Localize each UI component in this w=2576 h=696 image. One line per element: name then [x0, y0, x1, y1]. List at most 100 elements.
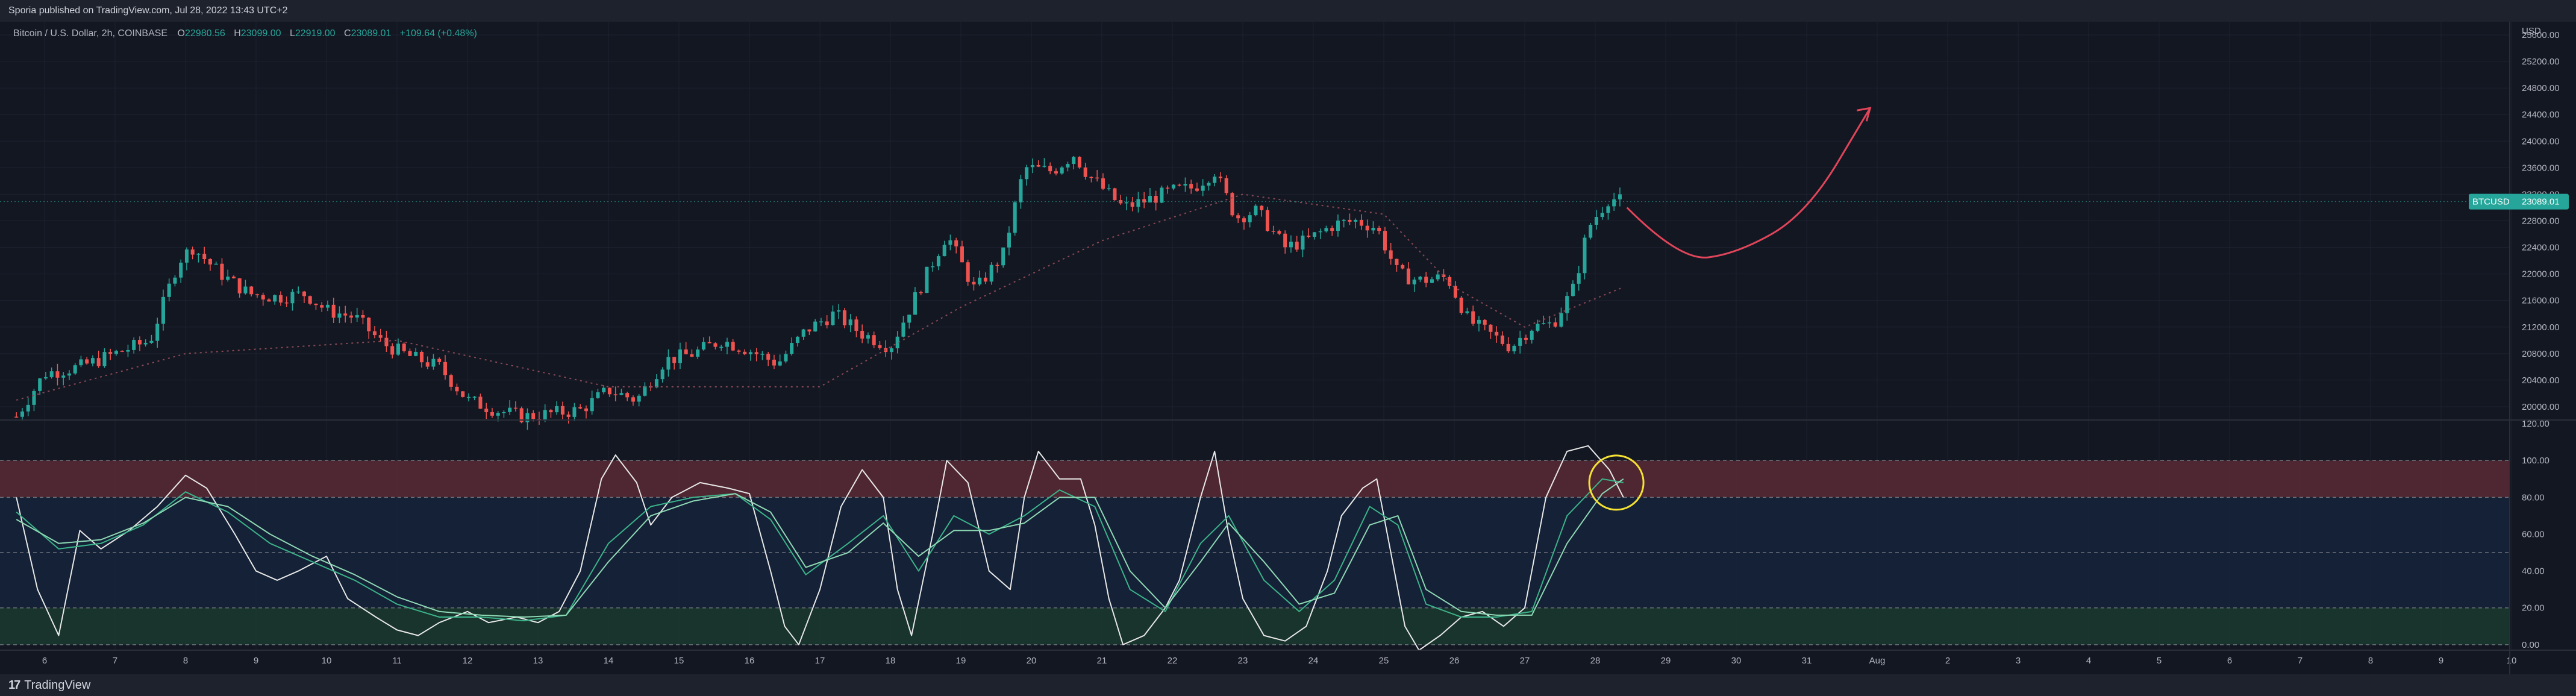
price-badge-value: 23089.01 [2522, 197, 2560, 207]
candle-body [790, 343, 794, 354]
time-tick-label: 25 [1379, 656, 1389, 666]
candle-body [361, 315, 365, 318]
candle-body [707, 342, 711, 343]
candle-body [1101, 178, 1105, 189]
candle-body [1401, 265, 1405, 269]
candle-body [1301, 235, 1305, 250]
candle-body [1048, 166, 1052, 172]
osc-tick-label: 20.00 [2522, 603, 2545, 613]
candle-body [972, 281, 976, 285]
candle-body [267, 299, 271, 302]
projection-curve[interactable] [1626, 107, 1871, 259]
chart-area[interactable]: 25600.0025200.0024800.0024400.0024000.00… [0, 22, 2576, 674]
candle-body [1506, 343, 1510, 352]
candle-body [1060, 167, 1064, 174]
time-tick-label: 19 [956, 656, 966, 666]
candle-body [531, 413, 536, 419]
time-tick-label: 4 [2086, 656, 2091, 666]
brand-name: TradingView [24, 678, 91, 692]
candle-body [1583, 237, 1587, 274]
candle-body [1089, 177, 1093, 178]
osc-tick-label: 100.00 [2522, 456, 2549, 466]
candle-body [261, 295, 265, 299]
candle-body [907, 315, 911, 323]
candle-body [390, 346, 395, 355]
candle-body [666, 357, 671, 370]
candle-body [443, 362, 447, 375]
candle-body [1395, 259, 1399, 265]
candle-body [55, 371, 60, 378]
candle-body [1107, 188, 1111, 189]
candle-body [308, 296, 312, 304]
candle-body [1283, 233, 1287, 248]
tradingview-logo[interactable]: 17 TradingView [8, 679, 90, 692]
candle-body [255, 294, 259, 295]
candle-body [1336, 221, 1340, 231]
time-tick-label: 5 [2157, 656, 2162, 666]
time-tick-label: 9 [254, 656, 258, 666]
candle-body [43, 377, 48, 379]
publish-info: Sporia published on TradingView.com, Jul… [8, 5, 288, 16]
time-tick-label: 26 [1449, 656, 1460, 666]
candle-body [1030, 165, 1034, 168]
candle-body [1565, 296, 1569, 313]
candle-body [1571, 283, 1575, 296]
annotation-circle[interactable] [1588, 454, 1645, 511]
oscillator-bands [0, 460, 2510, 645]
candle-body [572, 407, 577, 417]
candle-body [231, 277, 236, 278]
time-tick-label: 24 [1308, 656, 1319, 666]
legend[interactable]: Bitcoin / U.S. Dollar, 2h, COINBASE O229… [13, 28, 477, 39]
publish-header: Sporia published on TradingView.com, Jul… [0, 0, 2576, 22]
time-tick-label: 16 [745, 656, 755, 666]
candle-body [208, 259, 212, 265]
candle-body [214, 263, 218, 265]
candle-body [302, 291, 306, 296]
candle-body [860, 330, 864, 339]
candle-body [1007, 233, 1011, 248]
candle-body [1612, 199, 1616, 207]
candle-body [378, 335, 383, 338]
candle-body [754, 352, 758, 354]
legend-high: 23099.00 [241, 28, 281, 39]
candle-body [613, 394, 617, 395]
candle-body [466, 397, 470, 398]
candle-body [226, 277, 230, 280]
candle-body [654, 379, 658, 388]
candle-body [1236, 215, 1240, 219]
candle-body [848, 319, 852, 325]
candle-body [384, 337, 389, 346]
price-badge-box [2469, 193, 2569, 210]
candle-body [472, 397, 477, 398]
candle-body [889, 348, 893, 353]
candle-body [1124, 202, 1128, 204]
candle-body [220, 263, 224, 280]
candle-body [807, 329, 811, 332]
candle-body [584, 408, 588, 412]
candle-body [1406, 268, 1410, 284]
candle-body [478, 397, 483, 409]
candle-body [1477, 319, 1481, 324]
candle-body [1500, 335, 1504, 344]
price-tick-label: 22400.00 [2522, 243, 2560, 253]
candle-body [325, 304, 330, 308]
currency-label: USD [2522, 26, 2541, 36]
candle-body [126, 350, 130, 352]
candle-body [813, 321, 818, 332]
osc-band [0, 607, 2510, 645]
price-axis[interactable]: 25600.00 25200.00 24800.00 24400.00 24000.00… [2522, 30, 2560, 650]
candle-body [1295, 242, 1299, 250]
candle-body [854, 319, 858, 331]
candle-body [155, 324, 160, 341]
candle-body [1383, 231, 1387, 251]
osc-tick-label: 60.00 [2522, 529, 2545, 539]
candle-body [878, 345, 882, 348]
candle-body [431, 359, 436, 367]
candle-body [1459, 297, 1463, 313]
price-tick-label: 20800.00 [2522, 349, 2560, 359]
candle-body [1453, 286, 1457, 298]
candle-body [343, 313, 348, 316]
candle-body [1154, 196, 1158, 203]
footer: 17 TradingView [0, 674, 2576, 696]
time-axis[interactable]: 6 7 8 9 10 11 12 13 14 15 16 17 18 19 20 21 22 23 24 25 26 27… [42, 656, 2517, 666]
